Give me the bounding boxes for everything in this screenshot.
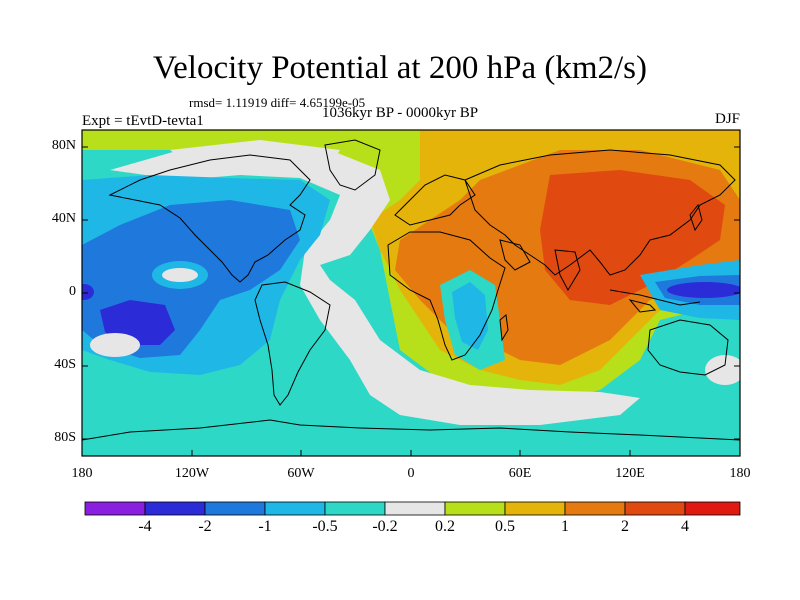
season-label: DJF: [714, 111, 740, 127]
field-neutral-blob-2: [705, 355, 740, 385]
colorbar-box-10: [624, 501, 686, 516]
colorbar-box-1: [84, 501, 146, 516]
experiment-label: Expt = tEvtD-tevta1: [82, 113, 204, 129]
field-neutral-blob-1: [90, 333, 140, 357]
coastlines: [82, 139, 740, 441]
lat-tick-40n: 40N: [51, 211, 76, 226]
field-polar-neutral: [170, 140, 340, 168]
field-pacific-bubble-core: [162, 268, 198, 282]
colorbar-box-6: [384, 501, 446, 516]
field-indian-mid-low: [452, 282, 488, 350]
colorbar-label: -4: [138, 518, 152, 535]
period-label: 1036kyr BP - 0000kyr BP: [322, 105, 479, 121]
colorbar-label: 0.5: [495, 518, 515, 535]
colorbar-box-11: [684, 501, 741, 516]
colorbar-label: -0.5: [312, 518, 338, 535]
colorbar-label: 1: [561, 518, 569, 535]
field-wpac-core: [667, 282, 740, 298]
colorbar-label: 2: [621, 518, 629, 535]
map-title: Velocity Potential at 200 hPa (km2/s): [152, 50, 648, 86]
stats-label: rmsd= 1.11919 diff= 4.65199e-05: [189, 95, 366, 110]
lon-tick-180w: 180: [71, 466, 93, 481]
colorbar-box-8: [504, 501, 566, 516]
field-very-high: [540, 170, 725, 305]
axis-ticks: [81, 146, 741, 456]
lon-tick-180e: 180: [729, 466, 751, 481]
colorbar-box-5: [324, 501, 386, 516]
lat-tick-80n: 80N: [51, 138, 76, 153]
field-west-edge-low: [82, 284, 94, 300]
lat-tick-0: 0: [69, 284, 76, 299]
colorbar-label: -0.2: [372, 518, 398, 535]
colorbar-box-9: [564, 501, 626, 516]
lon-tick-60e: 60E: [508, 466, 532, 481]
field-neutral-band: [110, 145, 640, 425]
colorbar-label: 4: [681, 518, 689, 535]
lat-tick-80s: 80S: [54, 430, 76, 445]
lon-tick-120w: 120W: [174, 466, 210, 481]
lon-tick-120e: 120E: [615, 466, 645, 481]
lat-tick-40s: 40S: [54, 357, 76, 372]
colorbar-box-7: [444, 501, 506, 516]
colorbar-label: -2: [198, 518, 212, 535]
colorbar-box-3: [204, 501, 266, 516]
colorbar-label: 0.2: [435, 518, 455, 535]
lon-tick-0: 0: [407, 466, 415, 481]
lon-tick-60w: 60W: [287, 466, 315, 481]
contour-field: [82, 130, 740, 456]
colorbar-label: -1: [258, 518, 272, 535]
colorbar-box-2: [144, 501, 206, 516]
colorbar: [84, 501, 741, 516]
colorbar-box-4: [264, 501, 326, 516]
